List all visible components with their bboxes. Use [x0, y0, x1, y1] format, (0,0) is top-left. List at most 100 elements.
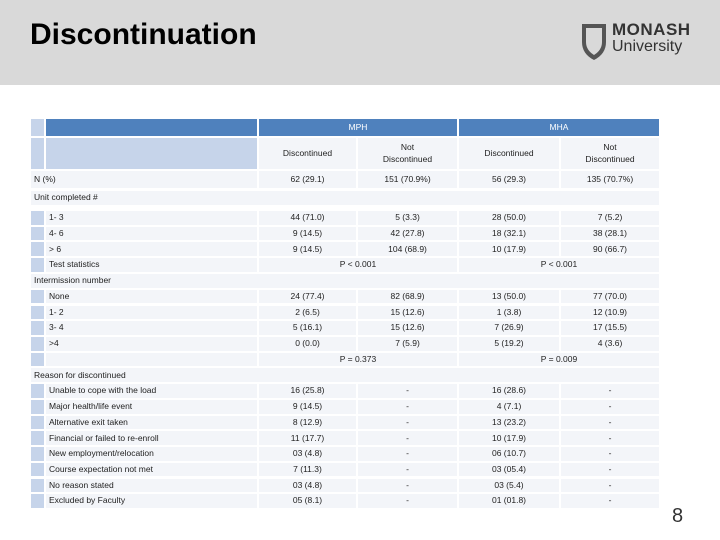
data-cell: -: [357, 493, 458, 509]
data-cell: 16 (25.8): [258, 383, 357, 399]
data-cell: 5 (19.2): [458, 335, 560, 352]
section-title: Unit completed #: [30, 190, 660, 206]
data-cell: -: [357, 446, 458, 462]
data-cell: 8 (12.9): [258, 414, 357, 431]
data-cell: 9 (14.5): [258, 225, 357, 242]
row-stub: [30, 241, 45, 258]
row-label: 4- 6: [45, 225, 258, 242]
data-cell: 15 (12.6): [357, 304, 458, 321]
row-label: Alternative exit taken: [45, 414, 258, 431]
data-cell: 03 (4.8): [258, 446, 357, 462]
data-cell: 82 (68.9): [357, 288, 458, 305]
data-cell: 24 (77.4): [258, 288, 357, 305]
row-label: New employment/relocation: [45, 446, 258, 462]
row-label: >4: [45, 335, 258, 352]
data-cell: 135 (70.7%): [560, 170, 660, 189]
section-title: Reason for discontinued: [30, 367, 660, 384]
data-cell: 10 (17.9): [458, 430, 560, 447]
data-cell: 7 (11.3): [258, 461, 357, 478]
column-header: Not Discontinued: [560, 137, 660, 170]
page-number: 8: [672, 505, 684, 527]
row-label: 1- 2: [45, 304, 258, 321]
row-label: None: [45, 288, 258, 305]
header-stub: [30, 137, 45, 170]
group-header: MHA: [458, 118, 660, 137]
stat-cell: P < 0.001: [258, 257, 458, 273]
data-cell: 62 (29.1): [258, 170, 357, 189]
data-cell: 56 (29.3): [458, 170, 560, 189]
column-header: Discontinued: [458, 137, 560, 170]
slide-title: Discontinuation: [30, 18, 257, 51]
logo-crest: [582, 24, 606, 60]
row-label: [45, 351, 258, 368]
data-cell: 03 (4.8): [258, 477, 357, 494]
data-cell: 17 (15.5): [560, 320, 660, 336]
data-cell: 42 (27.8): [357, 225, 458, 242]
data-cell: -: [357, 414, 458, 431]
row-stub: [30, 477, 45, 494]
data-cell: -: [560, 493, 660, 509]
data-cell: 104 (68.9): [357, 241, 458, 258]
data-cell: 01 (01.8): [458, 493, 560, 509]
row-stub: [30, 430, 45, 447]
row-label: 1- 3: [45, 210, 258, 226]
row-label: Financial or failed to re-enroll: [45, 430, 258, 447]
row-stub: [30, 461, 45, 478]
data-cell: 13 (50.0): [458, 288, 560, 305]
row-stub: [30, 399, 45, 415]
row-label: Excluded by Faculty: [45, 493, 258, 509]
data-cell: -: [560, 399, 660, 415]
row-stub: [30, 351, 45, 368]
row-stub: [30, 225, 45, 242]
data-cell: 05 (8.1): [258, 493, 357, 509]
data-cell: -: [357, 477, 458, 494]
row-stub: [30, 257, 45, 273]
row-label: Test statistics: [45, 257, 258, 273]
row-stub: [30, 383, 45, 399]
header-blank: [45, 137, 258, 170]
data-cell: 4 (7.1): [458, 399, 560, 415]
row-label: 3- 4: [45, 320, 258, 336]
data-cell: -: [560, 430, 660, 447]
data-cell: 38 (28.1): [560, 225, 660, 242]
group-header: MPH: [258, 118, 458, 137]
row-stub: [30, 288, 45, 305]
data-cell: -: [560, 477, 660, 494]
section-title: Intermission number: [30, 272, 660, 289]
row-stub: [30, 320, 45, 336]
row-stub: [30, 493, 45, 509]
header-stub: [30, 118, 45, 137]
row-stub: [30, 304, 45, 321]
data-cell: 151 (70.9%): [357, 170, 458, 189]
data-cell: 11 (17.7): [258, 430, 357, 447]
header-blank: [45, 118, 258, 137]
data-cell: 03 (5.4): [458, 477, 560, 494]
data-cell: 1 (3.8): [458, 304, 560, 321]
stat-cell: P < 0.001: [458, 257, 660, 273]
data-cell: 5 (3.3): [357, 210, 458, 226]
data-cell: 44 (71.0): [258, 210, 357, 226]
data-cell: -: [357, 461, 458, 478]
data-cell: 9 (14.5): [258, 241, 357, 258]
data-cell: 18 (32.1): [458, 225, 560, 242]
logo-subtext: University: [612, 38, 683, 55]
data-cell: 13 (23.2): [458, 414, 560, 431]
column-header: Not Discontinued: [357, 137, 458, 170]
data-cell: 10 (17.9): [458, 241, 560, 258]
crest-inner: [586, 28, 602, 55]
row-stub: [30, 414, 45, 431]
row-label: > 6: [45, 241, 258, 258]
data-cell: -: [560, 446, 660, 462]
data-cell: 7 (5.2): [560, 210, 660, 226]
logo-text: MONASH: [612, 20, 691, 39]
data-cell: 7 (26.9): [458, 320, 560, 336]
data-cell: -: [357, 430, 458, 447]
data-cell: -: [357, 383, 458, 399]
row-label: N (%): [30, 170, 258, 189]
data-cell: 4 (3.6): [560, 335, 660, 352]
row-stub: [30, 335, 45, 352]
data-cell: 90 (66.7): [560, 241, 660, 258]
data-cell: 7 (5.9): [357, 335, 458, 352]
row-label: Major health/life event: [45, 399, 258, 415]
data-cell: 06 (10.7): [458, 446, 560, 462]
